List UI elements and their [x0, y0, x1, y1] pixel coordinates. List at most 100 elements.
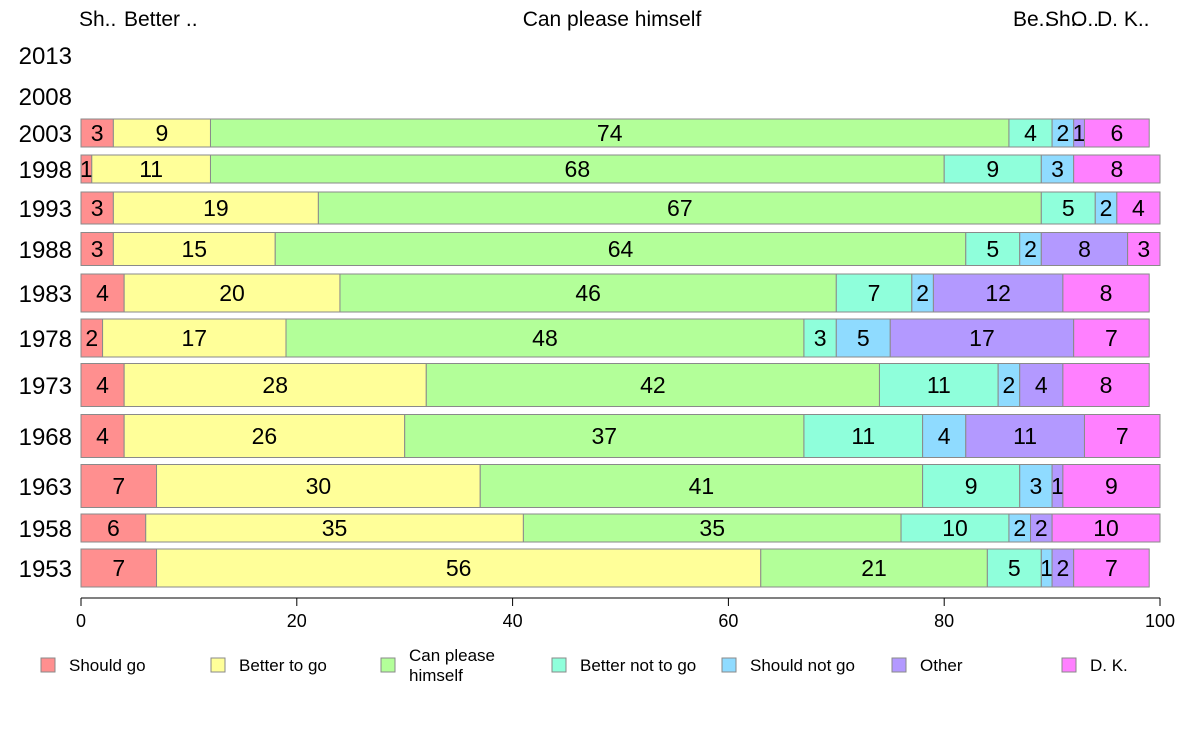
bar-1968-other — [965, 414, 1085, 458]
year-label-2013: 2013 — [19, 43, 72, 70]
data-label-1953-better-to-go: 56 — [446, 555, 472, 581]
data-label-1973-d-k: 8 — [1100, 372, 1113, 398]
year-label-1978: 1978 — [19, 326, 72, 353]
data-label-2003-better-not-to-go: 4 — [1024, 120, 1037, 146]
bar-1993-should-go — [80, 191, 114, 225]
bar-1978-can-please-himself — [285, 318, 805, 358]
bar-2003-better-not-to-go — [1008, 118, 1053, 148]
bar-1993-d-k — [1116, 191, 1161, 225]
data-label-2003-other: 1 — [1073, 120, 1086, 146]
data-label-1958-other: 2 — [1035, 515, 1048, 541]
year-label-1983: 1983 — [19, 281, 72, 308]
data-label-2003-should-not-go: 2 — [1056, 120, 1069, 146]
data-label-1963-better-to-go: 30 — [306, 473, 332, 499]
data-label-1973-should-not-go: 2 — [1003, 372, 1016, 398]
data-label-1978-better-to-go: 17 — [181, 325, 207, 351]
data-label-1968-other: 11 — [1013, 423, 1037, 449]
bar-1983-can-please-himself — [339, 273, 837, 313]
bar-1983-better-to-go — [123, 273, 341, 313]
bar-1963-d-k — [1062, 464, 1161, 508]
data-label-1968-better-to-go: 26 — [252, 423, 278, 449]
bar-1988-can-please-himself — [274, 232, 967, 266]
bar-1988-better-not-to-go — [965, 232, 1021, 266]
data-label-1958-d-k: 10 — [1093, 515, 1119, 541]
bar-1998-can-please-himself — [209, 154, 945, 184]
data-label-1983-better-not-to-go: 7 — [868, 280, 881, 306]
bar-1988-other — [1040, 232, 1129, 266]
bar-1958-can-please-himself — [522, 513, 902, 543]
bar-1973-d-k — [1062, 363, 1150, 407]
data-label-1983-d-k: 8 — [1100, 280, 1113, 306]
data-label-1993-better-not-to-go: 5 — [1062, 195, 1075, 221]
bar-1998-d-k — [1073, 154, 1161, 184]
data-label-1983-should-go: 4 — [96, 280, 109, 306]
data-label-1963-better-not-to-go: 9 — [965, 473, 978, 499]
data-label-1998-d-k: 8 — [1110, 156, 1123, 182]
data-label-1983-other: 12 — [985, 280, 1011, 306]
data-label-1963-d-k: 9 — [1105, 473, 1118, 499]
data-label-1968-can-please-himself: 37 — [592, 423, 618, 449]
data-label-1988-should-go: 3 — [91, 236, 104, 262]
legend-label-should-go: Should go — [69, 656, 146, 675]
year-label-1988: 1988 — [19, 237, 72, 264]
data-label-1978-better-not-to-go: 3 — [814, 325, 827, 351]
bar-1963-can-please-himself — [479, 464, 924, 508]
year-label-1963: 1963 — [19, 474, 72, 501]
year-label-1998: 1998 — [19, 157, 72, 184]
legend-swatch-better-not-to-go — [551, 657, 567, 673]
data-label-1968-should-go: 4 — [96, 423, 109, 449]
data-label-1978-should-go: 2 — [85, 325, 98, 351]
bar-1973-better-to-go — [123, 363, 427, 407]
data-label-1978-d-k: 7 — [1105, 325, 1118, 351]
bar-1958-should-go — [80, 513, 147, 543]
bar-1993-can-please-himself — [317, 191, 1042, 225]
data-label-1953-other: 2 — [1056, 555, 1069, 581]
legend-swatch-other — [891, 657, 907, 673]
data-label-1968-d-k: 7 — [1116, 423, 1129, 449]
data-label-1953-better-not-to-go: 5 — [1008, 555, 1021, 581]
bar-1953-d-k — [1073, 548, 1150, 588]
x-axis: 0 20 40 60 80 100 — [76, 597, 1175, 631]
bar-1973-should-go — [80, 363, 125, 407]
x-tick-label-60: 60 — [718, 611, 738, 631]
year-label-2003: 2003 — [19, 121, 72, 148]
legend-swatch-should-go — [40, 657, 56, 673]
data-label-1988-better-to-go: 15 — [181, 236, 207, 262]
data-label-1998-should-go: 1 — [80, 156, 93, 182]
x-tick-label-20: 20 — [287, 611, 307, 631]
data-label-1958-should-go: 6 — [107, 515, 120, 541]
data-label-1963-should-not-go: 3 — [1030, 473, 1043, 499]
year-label-1968: 1968 — [19, 424, 72, 451]
data-label-1983-better-to-go: 20 — [219, 280, 245, 306]
bar-1958-d-k — [1051, 513, 1161, 543]
bar-1963-should-go — [80, 464, 158, 508]
bar-1978-better-not-to-go — [803, 318, 837, 358]
data-label-1998-better-not-to-go: 9 — [986, 156, 999, 182]
bar-1978-other — [889, 318, 1075, 358]
legend-label-better-to-go: Better to go — [239, 656, 327, 675]
year-label-1958: 1958 — [19, 516, 72, 543]
year-label-2008: 2008 — [19, 84, 72, 111]
top-label-can-please-himself: Can please himself — [523, 8, 702, 31]
year-label-1993: 1993 — [19, 196, 72, 223]
bar-1993-better-to-go — [112, 191, 319, 225]
x-tick-label-100: 100 — [1145, 611, 1175, 631]
data-label-2003-should-go: 3 — [91, 120, 104, 146]
x-tick-label-80: 80 — [934, 611, 954, 631]
bar-1973-can-please-himself — [425, 363, 880, 407]
bar-1968-can-please-himself — [404, 414, 805, 458]
data-label-1978-should-not-go: 5 — [857, 325, 870, 351]
data-label-1988-can-please-himself: 64 — [608, 236, 634, 262]
bar-1958-better-to-go — [145, 513, 524, 543]
data-label-1988-d-k: 3 — [1137, 236, 1150, 262]
bar-2003-d-k — [1083, 118, 1150, 148]
bar-1988-better-to-go — [112, 232, 276, 266]
legend-label-d-k: D. K. — [1090, 656, 1128, 675]
data-label-1963-can-please-himself: 41 — [689, 473, 715, 499]
bar-1958-better-not-to-go — [900, 513, 1010, 543]
data-label-1973-better-to-go: 28 — [262, 372, 288, 398]
legend-label-other: Other — [920, 656, 963, 675]
legend-swatch-should-not-go — [721, 657, 737, 673]
data-label-1988-should-not-go: 2 — [1024, 236, 1037, 262]
data-label-2003-can-please-himself: 74 — [597, 120, 623, 146]
